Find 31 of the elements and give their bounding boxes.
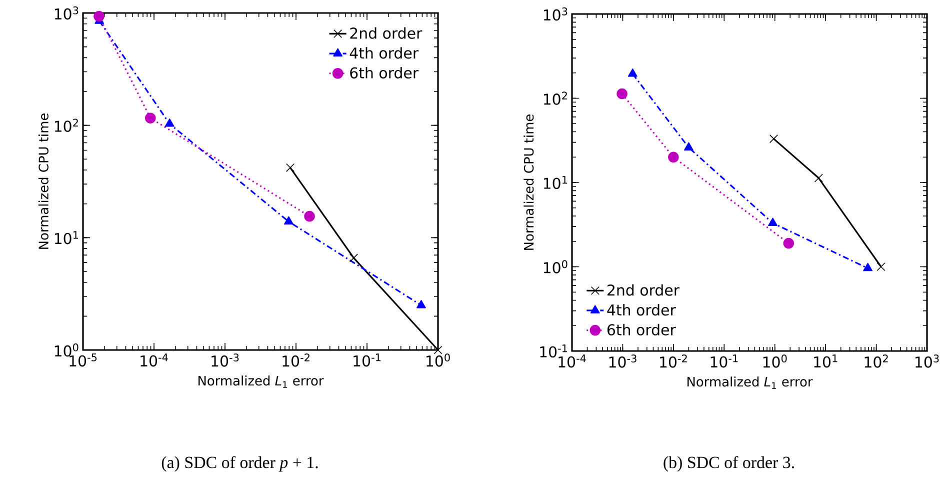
- x-tick-label: 10$^{-2}$: [660, 354, 687, 368]
- y-tick-label: 10$^{3}$: [544, 7, 568, 21]
- x-tick-label: 10$^{-3}$: [609, 354, 636, 368]
- legend-label: 4th order: [350, 47, 419, 59]
- legend-label: 2nd order: [350, 27, 422, 39]
- y-tick-label: 10$^{1}$: [544, 176, 568, 190]
- x-axis-title: Normalized L$_{1}$ error: [688, 376, 813, 389]
- text: (b) SDC of order 3.: [664, 456, 794, 472]
- x-tick-label: 10$^{3}$: [916, 354, 939, 368]
- x-tick-label: 10$^{-2}$: [282, 354, 310, 367]
- y-tick-label: 10$^{0}$: [544, 260, 568, 274]
- y-axis-title: Normalized CPU time: [524, 114, 534, 250]
- x-tick-label: 10$^{-3}$: [212, 354, 239, 367]
- x-tick-label: 10$^{0}$: [426, 354, 450, 367]
- legend-label: 6th order: [607, 324, 676, 336]
- y-axis-title: Normalized CPU time: [38, 114, 48, 249]
- x-tick-label: 10$^{1}$: [814, 354, 838, 368]
- text: (a) SDC of order p + 1.: [162, 456, 318, 472]
- y-tick-label: 10$^{3}$: [54, 6, 78, 20]
- x-tick-label: 10$^{0}$: [763, 354, 787, 368]
- x-tick-label: 10$^{-1}$: [354, 354, 381, 367]
- x-tick-label: 10$^{-4}$: [140, 354, 168, 367]
- legend-label: 6th order: [350, 66, 419, 79]
- legend-label: 2nd order: [608, 284, 680, 296]
- x-tick-label: 10$^{2}$: [864, 354, 888, 368]
- x-axis-title: Normalized L$_{1}$ error: [198, 376, 324, 388]
- x-tick-label: 10$^{-1}$: [710, 354, 738, 368]
- legend-label: 4th order: [607, 304, 676, 316]
- y-tick-label: 10$^{2}$: [544, 92, 567, 105]
- y-tick-label: 10$^{2}$: [54, 118, 78, 132]
- y-tick-label: 10$^{1}$: [54, 231, 78, 244]
